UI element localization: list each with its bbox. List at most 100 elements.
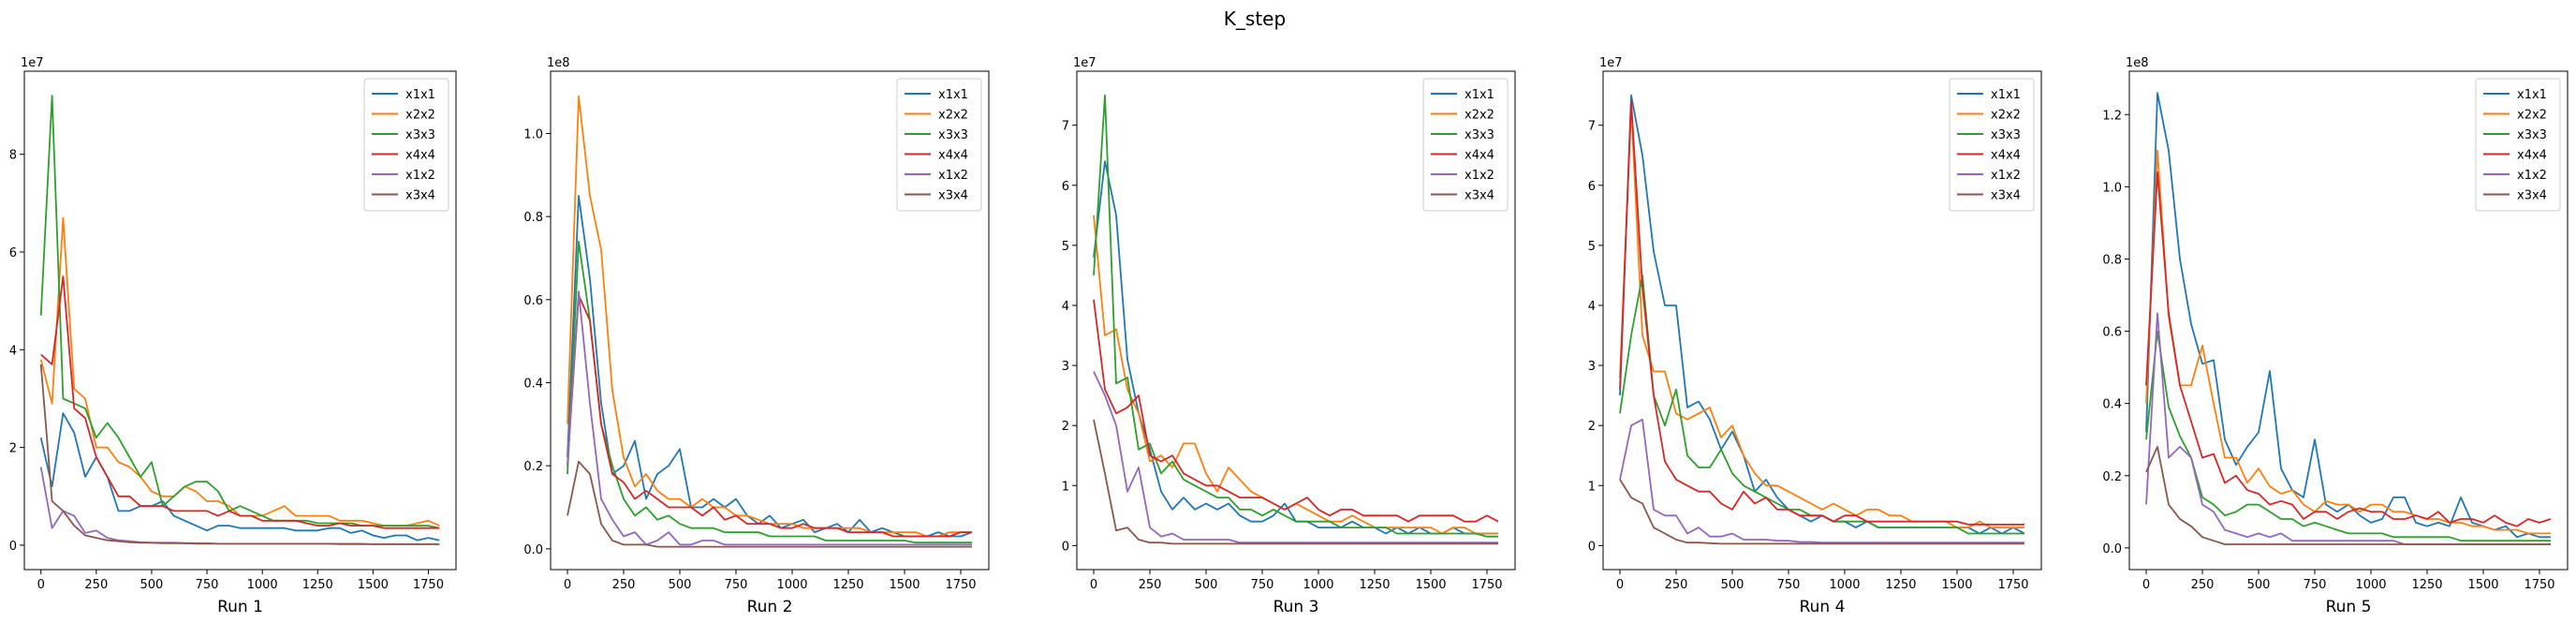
y-tick-label: 0.4 [2102,398,2122,412]
legend-label-x3x3: x3x3 [1991,128,2021,142]
axes-frame [23,70,457,571]
series-line-x4x4 [1093,299,1499,523]
y-tick-label: 4 [1588,300,1596,314]
y-tick-label: 0.8 [2102,253,2122,267]
x-tick-label: 1000 [1303,578,1333,592]
y-tick-label: 4 [9,344,17,358]
y-tick-label: 3 [1588,360,1596,374]
y-tick-label: 1.0 [523,128,543,142]
x-tick-label: 1750 [413,578,444,592]
legend-label-x1x2: x1x2 [1991,169,2021,183]
subplot-5: 0 250 500 750 1000 1250 1500 1750 0.0 0.2 0.4 0.6 0.… [2102,56,2569,616]
series-line-x4x4 [2145,171,2552,527]
series-line-x4x4 [40,275,440,529]
series-line-x1x2 [2145,312,2551,545]
x-tick-label: 750 [1251,578,1274,592]
y-tick-label: 0 [9,540,17,554]
legend-box [1949,78,2035,212]
series-line-x1x1 [1093,160,1498,535]
x-tick-label: 750 [1777,578,1801,592]
y-tick-label: 3 [1062,360,1069,374]
legend-label-x1x2: x1x2 [1465,169,1494,183]
y-tick-label: 6 [9,246,17,260]
legend: x1x1 x2x2 x3x3 x4x4 x1x2 x3x4 [1422,78,1509,212]
y-tick-label: 1.0 [2102,181,2122,195]
series-line-x3x4 [567,460,972,548]
x-tick-label: 1750 [1997,578,2028,592]
x-tick-label: 1000 [776,578,807,592]
series-line-x3x4 [2145,445,2551,545]
legend-label-x4x4: x4x4 [1991,149,2021,163]
legend-label-x4x4: x4x4 [938,149,968,163]
x-axis-label: Run 2 [747,598,793,616]
legend-box [363,78,449,212]
legend-label-x1x1: x1x1 [2517,88,2547,102]
y-tick-label: 0.6 [523,294,543,308]
legend-label-x4x4: x4x4 [2517,149,2547,163]
x-tick-label: 750 [2304,578,2327,592]
x-tick-label: 1500 [1941,578,1972,592]
x-tick-label: 0 [37,578,45,592]
y-tick-label: 8 [9,149,17,163]
series-line-x3x3 [567,240,972,544]
y-tick-label: 6 [1588,180,1596,194]
series-line-x1x2 [1619,418,2024,544]
legend-label-x1x1: x1x1 [1465,88,1494,102]
x-tick-label: 1750 [2524,578,2554,592]
legend-label-x1x2: x1x2 [405,169,435,183]
axis-multiplier: 1e7 [1599,56,1623,70]
legend-label-x3x4: x3x4 [405,189,435,203]
legend-label-x3x3: x3x3 [2517,128,2547,142]
x-tick-label: 250 [2191,578,2215,592]
subplot-1: 0 250 500 750 1000 1250 1500 1750 0 2 4 6 8 1e7 Run 1 x… [9,56,457,616]
x-axis-label: Run 4 [1800,598,1846,616]
y-tick-label: 6 [1062,180,1069,194]
series-line-x4x4 [1619,100,2024,526]
axis-multiplier: 1e7 [1073,56,1097,70]
x-axis-label: Run 1 [217,598,263,616]
y-tick-label: 1 [1062,480,1069,494]
x-tick-label: 1000 [2355,578,2386,592]
y-tick-label: 0.6 [2102,326,2122,340]
series-line-x3x3 [2145,330,2551,542]
series-line-x1x2 [567,290,972,546]
x-tick-label: 1500 [2467,578,2498,592]
series-line-x1x1 [567,195,973,538]
x-tick-label: 250 [84,578,108,592]
axes-frame [550,70,990,571]
y-tick-label: 1 [1588,480,1596,494]
legend-box [2475,78,2561,212]
series-line-x3x4 [1619,479,2024,545]
x-tick-label: 250 [1665,578,1688,592]
y-tick-label: 4 [1062,300,1069,314]
y-tick-label: 7 [1588,120,1596,134]
x-tick-label: 1500 [1415,578,1446,592]
x-tick-label: 1250 [302,578,333,592]
axis-multiplier: 1e7 [21,56,44,70]
legend-label-x3x3: x3x3 [938,128,968,142]
y-tick-label: 0.4 [523,378,543,392]
y-tick-label: 2 [1062,420,1069,434]
x-tick-label: 0 [1616,578,1624,592]
x-tick-label: 250 [612,578,636,592]
legend-box [1422,78,1509,212]
legend-label-x4x4: x4x4 [1465,149,1494,163]
y-tick-label: 0.8 [523,211,543,225]
x-tick-label: 1250 [1885,578,1916,592]
y-tick-label: 1.2 [2102,109,2122,123]
y-tick-label: 0 [1588,540,1596,554]
x-tick-label: 500 [669,578,692,592]
x-tick-label: 1750 [945,578,976,592]
axes-frame [1602,70,2042,571]
series-line-x2x2 [1093,215,1498,535]
legend: x1x1 x2x2 x3x3 x4x4 x1x2 x3x4 [896,78,982,212]
y-tick-label: 2 [9,442,17,456]
x-tick-label: 500 [140,578,164,592]
series-line-x4x4 [567,294,972,538]
y-tick-label: 7 [1062,120,1069,134]
subplot-2: 0 250 500 750 1000 1250 1500 1750 0.0 0.2 0.4 0.6 0.… [523,56,990,616]
legend-label-x3x4: x3x4 [1991,189,2021,203]
legend-box [896,78,982,212]
legend-label-x3x4: x3x4 [1465,189,1494,203]
x-tick-label: 1500 [889,578,920,592]
